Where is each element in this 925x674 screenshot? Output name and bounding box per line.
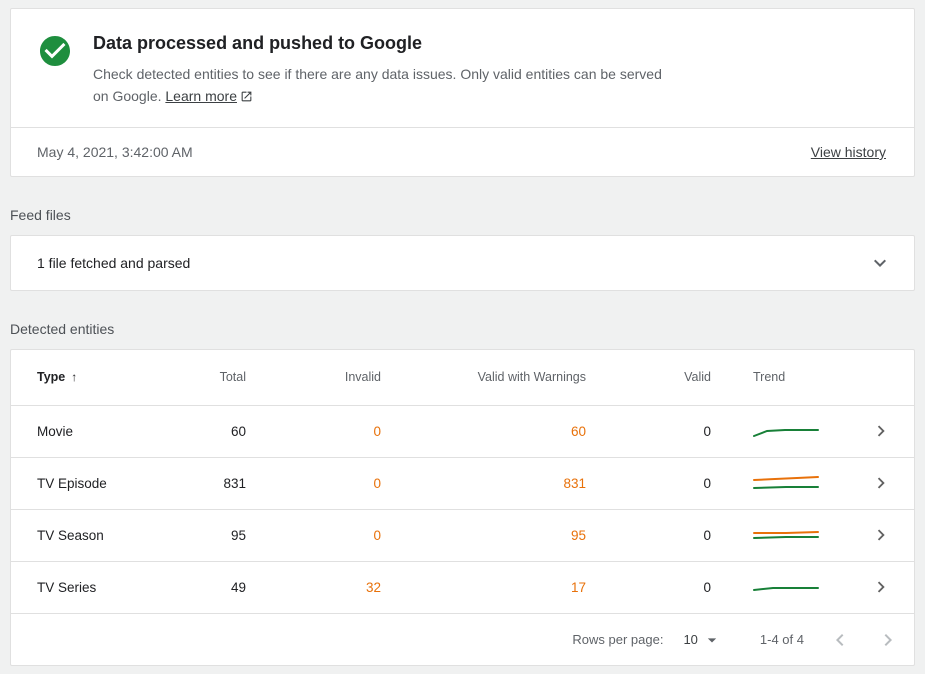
column-header-nav [856,350,914,405]
cell-valid: 0 [596,404,721,457]
entities-table: Type ↑ Total Invalid Valid with Warnings … [11,350,914,613]
pagination-bar: Rows per page: 10 1-4 of 4 [11,613,914,665]
cell-invalid: 0 [256,456,391,509]
cell-valid: 0 [596,560,721,613]
prev-page-button[interactable] [828,628,852,652]
trend-sparkline [753,429,819,437]
table-row[interactable]: Movie 60 0 60 0 [11,404,914,457]
cell-total: 60 [201,404,256,457]
table-row[interactable]: TV Series 49 32 17 0 [11,560,914,613]
cell-valid: 0 [596,508,721,561]
pagination-range: 1-4 of 4 [759,632,804,647]
check-circle-icon [37,33,73,69]
column-header-valid[interactable]: Valid [684,370,711,385]
cell-trend [721,560,856,613]
status-description: Check detected entities to see if there … [93,63,668,107]
cell-total: 95 [201,508,256,561]
chevron-right-icon[interactable] [870,576,892,598]
table-row[interactable]: TV Season 95 0 95 0 [11,508,914,561]
chevron-right-icon [884,633,892,646]
learn-more-label: Learn more [165,88,237,104]
cell-total: 831 [201,456,256,509]
trend-sparkline [753,476,819,489]
cell-type: TV Season [11,508,201,561]
feed-files-section-label: Feed files [10,207,71,223]
chevron-right-icon[interactable] [870,472,892,494]
cell-nav [856,560,914,613]
cell-type: TV Series [11,560,201,613]
dropdown-caret-icon [707,637,717,642]
cell-valid: 0 [596,456,721,509]
next-page-button[interactable] [876,628,900,652]
chevron-down-icon[interactable] [868,251,892,275]
rows-per-page-select[interactable]: 10 [683,630,721,650]
cell-total: 49 [201,560,256,613]
table-header-row: Type ↑ Total Invalid Valid with Warnings … [11,350,914,405]
chevron-right-icon[interactable] [870,420,892,442]
timestamp: May 4, 2021, 3:42:00 AM [37,144,193,160]
cell-nav [856,404,914,457]
cell-valid-warnings: 95 [391,508,596,561]
cell-invalid: 0 [256,508,391,561]
status-footer: May 4, 2021, 3:42:00 AM View history [11,128,914,176]
column-header-total[interactable]: Total [219,370,246,385]
status-card: Data processed and pushed to Google Chec… [10,8,915,177]
cell-trend [721,456,856,509]
status-divider [11,127,914,128]
cell-invalid: 0 [256,404,391,457]
entities-table-body: Movie 60 0 60 0 TV Episode 831 0 831 0 T… [11,404,914,613]
learn-more-link[interactable]: Learn more [165,88,253,104]
view-history-link[interactable]: View history [810,144,886,160]
column-header-trend: Trend [753,370,786,385]
cell-type: TV Episode [11,456,201,509]
column-header-valid-warnings[interactable]: Valid with Warnings [477,370,586,385]
cell-trend [721,404,856,457]
cell-valid-warnings: 831 [391,456,596,509]
column-header-invalid[interactable]: Invalid [344,370,381,385]
sort-ascending-icon: ↑ [71,370,78,385]
table-row[interactable]: TV Episode 831 0 831 0 [11,456,914,509]
cell-invalid: 32 [256,560,391,613]
cell-type: Movie [11,404,201,457]
feed-files-card[interactable]: 1 file fetched and parsed [10,235,915,291]
chevron-left-icon [836,633,844,646]
trend-sparkline [753,531,819,539]
rows-per-page-value: 10 [683,632,698,647]
status-description-text: Check detected entities to see if there … [93,66,662,104]
feed-files-summary: 1 file fetched and parsed [37,255,191,271]
chevron-right-icon[interactable] [870,524,892,546]
cell-trend [721,508,856,561]
detected-entities-section-label: Detected entities [10,321,115,337]
rows-per-page-label: Rows per page: [572,632,664,647]
cell-valid-warnings: 17 [391,560,596,613]
status-title: Data processed and pushed to Google [93,33,423,53]
cell-valid-warnings: 60 [391,404,596,457]
column-header-type[interactable]: Type ↑ [37,370,78,385]
trend-sparkline [753,587,819,592]
cell-nav [856,456,914,509]
cell-nav [856,508,914,561]
external-link-icon [241,91,252,102]
status-card-main: Data processed and pushed to Google Chec… [11,9,914,127]
detected-entities-card: Type ↑ Total Invalid Valid with Warnings … [10,349,915,666]
status-text: Data processed and pushed to Google Chec… [93,33,668,107]
